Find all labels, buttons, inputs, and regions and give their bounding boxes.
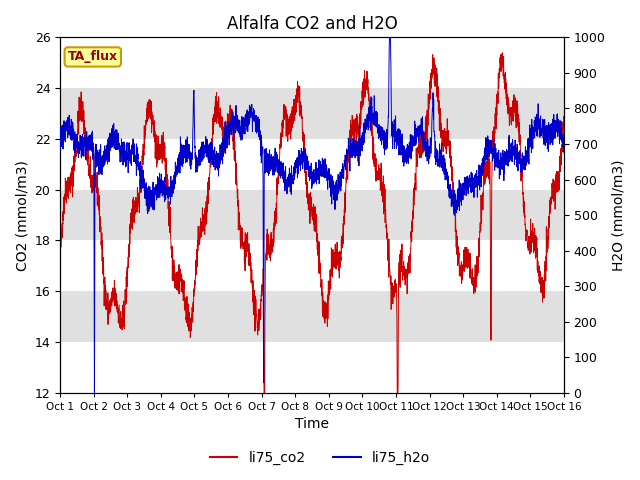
Y-axis label: H2O (mmol/m3): H2O (mmol/m3) bbox=[611, 159, 625, 271]
Bar bbox=[60, 342, 564, 393]
Bar bbox=[60, 88, 564, 139]
Legend: li75_co2, li75_h2o: li75_co2, li75_h2o bbox=[204, 445, 436, 471]
Bar bbox=[60, 139, 564, 190]
Bar bbox=[60, 240, 564, 291]
X-axis label: Time: Time bbox=[295, 418, 329, 432]
Bar bbox=[60, 291, 564, 342]
Bar bbox=[60, 37, 564, 88]
Text: TA_flux: TA_flux bbox=[68, 50, 118, 63]
Y-axis label: CO2 (mmol/m3): CO2 (mmol/m3) bbox=[15, 160, 29, 271]
Bar bbox=[60, 190, 564, 240]
Title: Alfalfa CO2 and H2O: Alfalfa CO2 and H2O bbox=[227, 15, 397, 33]
